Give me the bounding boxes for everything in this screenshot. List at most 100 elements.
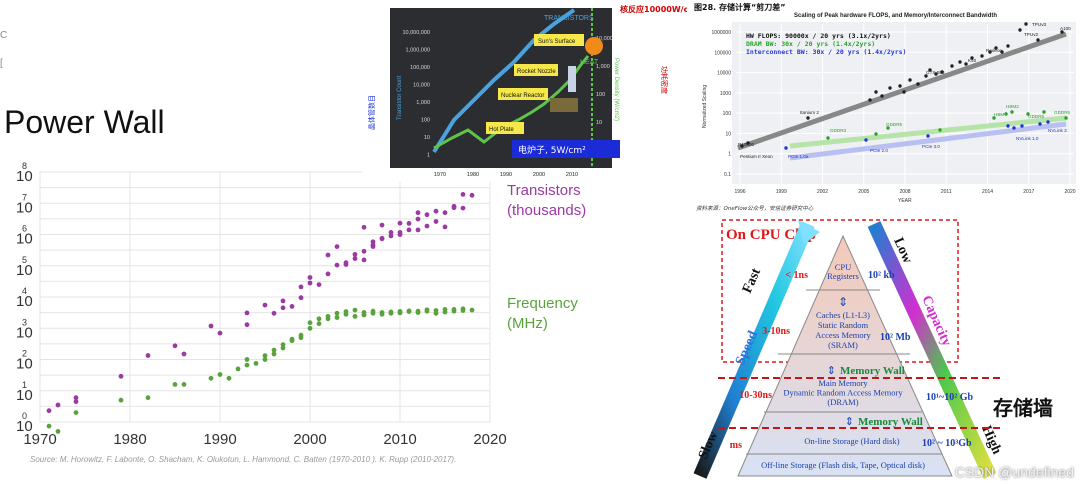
y-tick-label: 10 <box>16 199 33 216</box>
y-tick-label: 100 <box>723 111 732 117</box>
point-label: GDDR6 <box>1028 114 1045 119</box>
dram-point <box>826 136 830 140</box>
interconnect-trend <box>789 121 1067 161</box>
chart-grid <box>39 171 491 423</box>
y-tick-exponent: 8 <box>22 161 27 171</box>
x-axis-ticks: 1996 1999 2002 2005 2008 2011 2014 2017 2020 <box>734 189 1075 195</box>
transistor-point <box>343 262 349 267</box>
level-online-latency: ms <box>730 440 742 451</box>
x-tick-label: 2011 <box>941 189 952 195</box>
frequency-point <box>334 315 340 320</box>
point-label: PCIe 3.0 <box>922 144 940 149</box>
dram-point <box>886 126 890 130</box>
x-tick-label: 1980 <box>113 431 146 448</box>
figure-header: 图28. 存储计算“剪刀差” <box>694 2 785 12</box>
point-label: NVLink 1.0 <box>1016 136 1039 141</box>
point-label: PCIe 2.0 <box>870 148 888 153</box>
x-axis-ticks: 1970 1980 1990 2000 2010 <box>434 172 578 178</box>
level-online-name: On-line Storage (Hard disk) <box>804 436 899 446</box>
level-registers-name: CPU Registers <box>827 262 859 281</box>
legend-transistors-line1: Transistors <box>507 182 581 199</box>
transistor-point <box>397 220 403 226</box>
frequency-point <box>244 362 250 368</box>
interconnect-point <box>1012 126 1016 130</box>
frequency-point <box>451 308 457 314</box>
frequency-point <box>352 307 358 313</box>
x-tick-label: 2020 <box>473 431 506 448</box>
x-tick-label: 1970 <box>23 431 56 448</box>
y-tick-exponent: 2 <box>22 349 27 359</box>
point-label: GTX 580 <box>926 70 945 75</box>
transistor-point <box>451 203 457 209</box>
flops-point <box>806 116 810 120</box>
x-tick-label: 2008 <box>899 189 910 195</box>
transistor-point <box>73 399 79 404</box>
y-tick-label: 1000000 <box>712 30 732 36</box>
transistor-point <box>334 262 340 268</box>
speed-arrow-head <box>798 220 820 244</box>
frequency-point <box>316 316 322 322</box>
flops-point <box>880 94 884 98</box>
memory-pyramid: On CPU Chip Fast Speed Slow Low Capacity… <box>690 214 1080 484</box>
chart-grid <box>736 24 1074 184</box>
flops-point <box>970 56 974 60</box>
right-cn-label: 功耗密度 <box>660 66 669 94</box>
y-axis-ticks: 1000000 100000 10000 1000 100 10 1 0.1 <box>712 30 732 178</box>
frequency-point <box>469 307 475 313</box>
transistor-point <box>370 239 376 245</box>
memory-wall-2: Memory Wall <box>858 416 923 428</box>
hot-plate-box <box>486 122 524 134</box>
left-tick-label: 1,000,000 <box>406 48 430 54</box>
transistor-point <box>442 224 448 230</box>
transistor-point <box>406 227 412 233</box>
x-tick-label: 2020 <box>1064 189 1075 195</box>
x-axis-ticks: 1970 1980 1990 2000 2010 2020 <box>23 431 506 448</box>
y-tick-exponent: 6 <box>22 224 27 234</box>
left-tick-label: 10,000 <box>413 83 430 89</box>
frequency-point <box>262 357 268 362</box>
frequency-point <box>253 361 259 366</box>
x-axis-label: YEAR <box>898 198 912 204</box>
left-tick-label: 1,000 <box>416 100 430 106</box>
pyramid-body <box>737 234 953 477</box>
frequency-point <box>433 310 439 316</box>
left-axis-ticks: 10,000,000 1,000,000 100,000 10,000 1,000 100… <box>402 30 430 159</box>
transistor-point <box>415 210 421 216</box>
frequency-point <box>388 310 394 316</box>
point-label: NVLink 3 <box>1048 128 1067 133</box>
dram-trend <box>789 115 1067 149</box>
flops-point <box>964 62 968 66</box>
edge-mark: С <box>0 30 8 41</box>
transistor-point <box>460 192 466 197</box>
capacity-arrow <box>867 221 997 479</box>
flops-point <box>740 144 744 148</box>
y-tick-label: 10000 <box>717 71 731 77</box>
frequency-point <box>289 338 295 344</box>
chart-source: Source: M. Horowitz, F. Labonte, O. Shac… <box>30 455 456 464</box>
flops-point <box>1060 30 1064 34</box>
level-dram-name: Main Memory Dynamic Random Access Memory(… <box>783 378 903 407</box>
transistor-point <box>361 248 367 254</box>
memory-wall-1: Memory Wall <box>840 365 905 377</box>
point-label: GDDR6 <box>1054 110 1071 115</box>
frequency-point <box>226 375 232 381</box>
frequency-point <box>379 311 385 317</box>
registers-cache-arrow: ⇕ <box>838 295 848 309</box>
point-label: K40 <box>968 58 977 63</box>
legend-interconnect: Interconnect BW: 30x / 20 yrs (1.4x/2yrs… <box>746 48 906 56</box>
y-tick-label: 10 <box>16 324 33 341</box>
page-title: Power Wall <box>4 104 165 140</box>
transistor-point <box>46 408 52 414</box>
y-tick-label: 10 <box>16 293 33 310</box>
transistor-point <box>415 216 421 222</box>
hot-plate-label: Hot Plate <box>489 127 514 133</box>
point-label: GDDR3 <box>830 128 847 133</box>
transistor-point <box>244 322 250 328</box>
frequency-point <box>145 395 151 401</box>
frequency-point <box>181 382 187 387</box>
frequency-point <box>424 307 430 313</box>
frequency-point <box>208 375 214 381</box>
transistor-point <box>424 212 430 218</box>
